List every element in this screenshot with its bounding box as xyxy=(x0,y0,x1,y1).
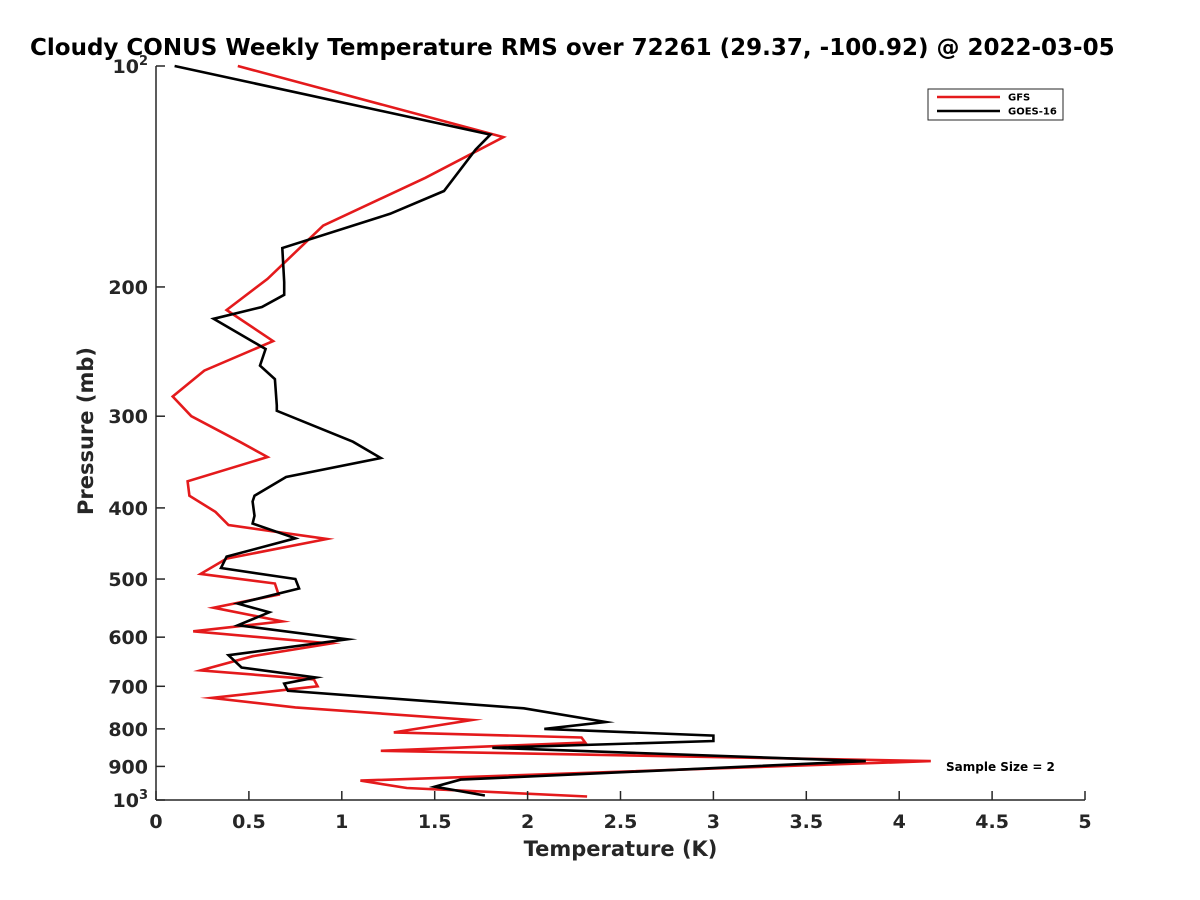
x-tick-label: 1 xyxy=(335,811,348,833)
sample-size-annotation: Sample Size = 2 xyxy=(946,760,1055,774)
series-line-gfs xyxy=(170,64,931,798)
chart-title: Cloudy CONUS Weekly Temperature RMS over… xyxy=(30,35,1115,61)
y-axis-label: Pressure (mb) xyxy=(74,347,98,515)
y-tick-label: 900 xyxy=(108,756,148,778)
y-tick-label: 400 xyxy=(108,498,148,520)
y-tick-label: 500 xyxy=(108,569,148,591)
y-tick-label: 300 xyxy=(108,406,148,428)
y-tick-label: 200 xyxy=(108,277,148,299)
x-tick-label: 4 xyxy=(893,811,906,833)
y-tick-label: 800 xyxy=(108,719,148,741)
x-tick-label: 2 xyxy=(521,811,534,833)
y-tick-base: 10 xyxy=(113,790,139,812)
x-axis-label: Temperature (K) xyxy=(524,837,718,861)
legend-label: GFS xyxy=(1008,93,1030,104)
y-tick-exponent: 2 xyxy=(139,54,148,69)
x-tick-label: 3.5 xyxy=(789,811,823,833)
y-tick-base: 10 xyxy=(113,56,139,78)
legend-items: GFS GOES-16 xyxy=(937,93,1057,118)
x-axis-ticks: 0 0.5 1 1.5 2 2.5 3 3.5 4 4.5 5 xyxy=(149,791,1092,833)
x-tick-label: 1.5 xyxy=(418,811,452,833)
x-tick-label: 0 xyxy=(149,811,162,833)
y-tick-exponent: 3 xyxy=(139,788,148,803)
series-line-goes-16 xyxy=(174,64,866,797)
x-tick-label: 2.5 xyxy=(604,811,638,833)
series-layer xyxy=(170,64,931,798)
y-tick-label: 102 xyxy=(113,54,149,78)
x-tick-label: 3 xyxy=(707,811,720,833)
y-tick-label: 600 xyxy=(108,627,148,649)
legend-label: GOES-16 xyxy=(1008,107,1057,118)
plot-area: 0 0.5 1 1.5 2 2.5 3 3.5 4 4.5 5 102200300400500600… xyxy=(108,54,1091,833)
x-tick-label: 0.5 xyxy=(232,811,266,833)
y-tick-label: 103 xyxy=(113,788,149,812)
legend: GFS GOES-16 xyxy=(927,88,1064,121)
legend-box xyxy=(927,88,1064,121)
x-tick-label: 5 xyxy=(1078,811,1091,833)
y-tick-label: 700 xyxy=(108,676,148,698)
x-tick-label: 4.5 xyxy=(975,811,1009,833)
